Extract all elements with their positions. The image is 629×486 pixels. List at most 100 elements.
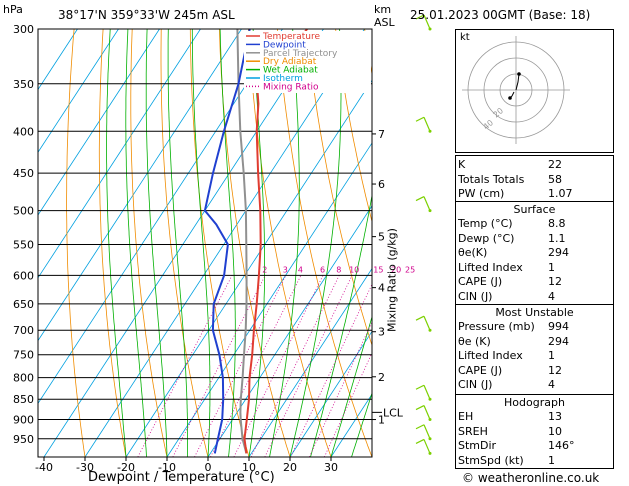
legend-label: Isotherm	[263, 74, 303, 84]
temp-tick-label: -10	[158, 461, 176, 474]
mixing-ratio-label: 20	[391, 265, 401, 274]
pressure-tick-label: 450	[13, 167, 34, 180]
pressure-tick-label: 400	[13, 125, 34, 138]
wind-barb-flag	[415, 315, 425, 321]
dewpoint-line	[203, 29, 251, 454]
index-value: 294	[548, 246, 569, 259]
mixing-ratio-label: 10	[349, 265, 359, 274]
temp-tick-label: 30	[324, 461, 338, 474]
temp-tick-label: -20	[117, 461, 135, 474]
mixing-ratio-label: 15	[373, 265, 383, 274]
table-separator	[456, 201, 613, 202]
index-value: 13	[548, 410, 562, 423]
index-value: 1	[548, 349, 555, 362]
table-separator	[456, 394, 613, 395]
profiles	[203, 29, 308, 454]
dry-adiabat-line	[98, 29, 127, 457]
legend-label: Mixing Ratio	[263, 82, 319, 92]
plot-frame	[37, 28, 373, 458]
mixing-ratio-line	[210, 275, 302, 457]
km-tick-label: 1	[378, 414, 385, 427]
index-label: StmSpd (kt)	[458, 453, 524, 467]
index-label: Lifted Index	[458, 349, 523, 362]
index-row: Pressure (mb) 994	[458, 320, 611, 333]
wind-barb-point	[428, 328, 432, 332]
wind-barbs	[415, 14, 432, 455]
hodograph-ring-label: 20	[492, 106, 506, 119]
legend-label: Parcel Trajectory	[263, 49, 338, 59]
index-label: K	[458, 158, 466, 171]
isotherm-line	[289, 330, 372, 457]
isotherm-line	[125, 79, 372, 457]
pressure-tick-label: 300	[13, 23, 34, 36]
wind-barb	[423, 315, 431, 331]
index-value: 10	[548, 424, 562, 438]
wind-barb-flag	[415, 424, 425, 430]
wind-barb-flag	[415, 196, 425, 202]
index-label: CIN (J)	[458, 289, 493, 303]
parcel-trajectory-line	[236, 29, 248, 454]
wind-barb	[423, 405, 431, 420]
mixing-ratio-label: 25	[405, 265, 415, 274]
legend-box	[244, 31, 371, 93]
table-separator	[456, 304, 613, 305]
index-row: Lifted Index 1	[458, 261, 611, 274]
x-axis-title: Dewpoint / Temperature (°C)	[88, 470, 275, 485]
index-value: 994	[548, 320, 569, 333]
datetime-title: 25.01.2023 00GMT (Base: 18)	[410, 8, 591, 22]
index-label: EH	[458, 410, 474, 423]
index-row: SREH 10	[458, 425, 611, 438]
pressure-tick-label: 550	[13, 238, 34, 251]
surface-title: Surface	[513, 203, 556, 216]
isotherm-line	[248, 267, 372, 457]
index-label: θe (K)	[458, 334, 491, 348]
km-unit-label: km	[374, 3, 392, 16]
pressure-tick-label: 950	[13, 433, 34, 446]
mixing-ratio-line	[250, 275, 340, 457]
dry-adiabat-line	[219, 29, 291, 457]
km-tick-label: 2	[378, 371, 385, 384]
temp-tick-label: -40	[35, 461, 53, 474]
pressure-tick-label: 750	[13, 349, 34, 362]
wind-barb	[423, 14, 431, 30]
isotherm-line	[38, 29, 283, 405]
copyright-footer: © weatheronline.co.uk	[462, 471, 600, 485]
pressure-tick-label: 850	[13, 393, 34, 406]
isotherm-line	[84, 29, 365, 457]
pressure-tick-label: 500	[13, 205, 34, 218]
index-value: 294	[548, 334, 569, 348]
wind-barb-point	[428, 437, 432, 441]
km-tick-label: 7	[378, 128, 385, 141]
isotherm-line	[43, 29, 324, 457]
mixing-ratio-label: 4	[298, 265, 303, 274]
temp-tick-label: 10	[242, 461, 256, 474]
temp-tick-label: 20	[283, 461, 297, 474]
km-tick-label: 6	[378, 178, 385, 191]
wet-adiabat-line	[106, 29, 127, 457]
km-tick-label: 5	[378, 231, 385, 244]
index-value: 22	[548, 158, 562, 171]
axis-ticks: 2 3 4 6 8 10 15 20 25300350400450500550600650700…	[13, 23, 415, 474]
hodograph-plot: 20 40	[462, 36, 570, 144]
asl-unit-label: ASL	[374, 16, 395, 29]
index-row: θe (K) 294	[458, 335, 611, 348]
km-tick-label: 3	[378, 326, 385, 339]
index-value: 1	[548, 260, 555, 274]
temp-tick-label: 0	[205, 461, 212, 474]
index-label: Dewp (°C)	[458, 231, 515, 245]
unstable-title: Most Unstable	[495, 306, 574, 319]
wind-barb	[423, 196, 431, 211]
index-label: θe(K)	[458, 246, 488, 259]
wind-barb-point	[428, 27, 432, 31]
legend-label: Dewpoint	[263, 40, 306, 50]
isotherm-line	[207, 205, 372, 457]
legend-label: Wet Adiabat	[263, 66, 318, 76]
hodograph-panel: kt 20 40	[455, 29, 614, 153]
legend-label: Dry Adiabat	[263, 57, 317, 67]
index-value: 1	[548, 453, 555, 467]
index-label: PW (cm)	[458, 187, 505, 200]
wind-barb-point	[428, 418, 432, 422]
index-row: Lifted Index 1	[458, 349, 611, 362]
wet-adiabat-line	[351, 391, 372, 457]
index-value: 4	[548, 378, 555, 391]
